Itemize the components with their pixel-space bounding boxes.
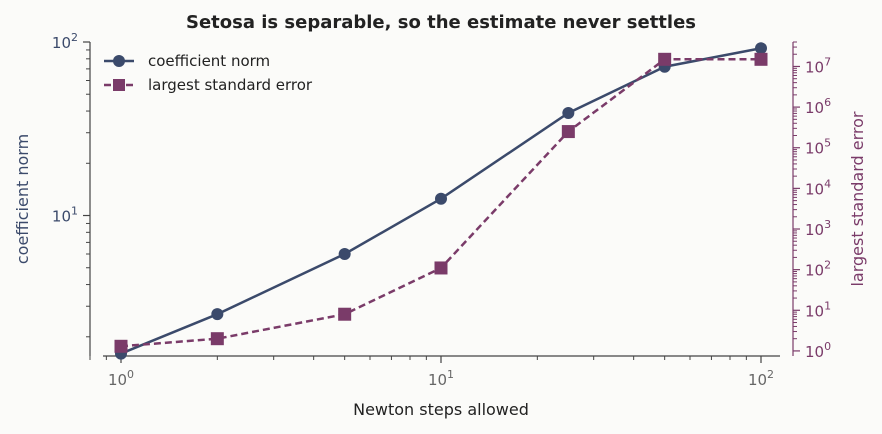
y-right-ticks: 100 101 102 103 104 105 106 107: [793, 41, 831, 361]
series-layer: [114, 42, 768, 360]
x-tick-label: 102: [748, 368, 774, 389]
series-2-point: [658, 52, 672, 66]
legend-label-series-1: coefficient norm: [148, 52, 270, 70]
legend-marker-series-2: [113, 79, 125, 91]
y-right-tick-label: 103: [805, 218, 831, 239]
series-1-point: [562, 106, 575, 119]
y-left-tick-label: 102: [52, 31, 78, 52]
x-tick-label: 100: [108, 368, 134, 389]
y-right-tick-label: 101: [805, 299, 831, 320]
series-1-point: [211, 308, 224, 321]
x-ticks: 100 101 102: [89, 356, 774, 389]
series-1-point: [338, 248, 351, 261]
series-2-point: [114, 339, 128, 353]
legend-marker-series-1: [113, 55, 125, 67]
x-axis-label: Newton steps allowed: [353, 400, 529, 419]
x-tick-label: 101: [428, 368, 454, 389]
y-left-tick-label: 101: [52, 205, 78, 226]
y-left-ticks: 101 102: [52, 31, 90, 338]
legend: coefficient norm largest standard error: [104, 52, 313, 94]
series-2-point: [338, 307, 352, 321]
series-2-point: [754, 52, 768, 66]
legend-label-series-2: largest standard error: [148, 76, 313, 94]
y-right-tick-label: 104: [805, 177, 831, 198]
series-1-point: [435, 192, 447, 205]
y-right-tick-label: 102: [805, 259, 831, 280]
series-2-point: [210, 332, 224, 346]
series-1-point: [755, 42, 767, 55]
y-left-axis-label: coefficient norm: [13, 134, 32, 264]
chart-title: Setosa is separable, so the estimate nev…: [186, 12, 696, 33]
y-right-axis-label: largest standard error: [848, 111, 867, 286]
y-right-tick-label: 100: [805, 340, 831, 361]
y-right-tick-label: 106: [805, 96, 831, 117]
series-2-point: [434, 261, 448, 275]
y-right-tick-label: 107: [805, 55, 831, 76]
y-right-tick-label: 105: [805, 137, 831, 158]
series-2-point: [561, 125, 575, 139]
